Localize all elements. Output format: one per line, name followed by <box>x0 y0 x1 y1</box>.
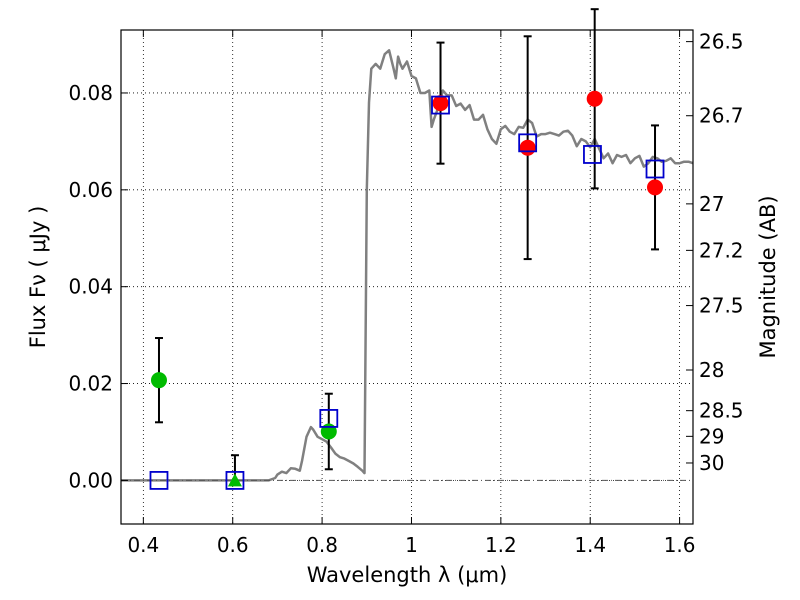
data-point <box>586 90 603 107</box>
right-axis-label: Magnitude (AB) <box>756 195 780 358</box>
right-tick-label: 29 <box>699 424 724 448</box>
y-axis-label: Flux Fν ( μJy ) <box>26 206 50 349</box>
right-tick-label: 30 <box>699 451 724 475</box>
data-point <box>150 372 167 389</box>
error-bars <box>154 8 660 481</box>
x-tick-label: 1 <box>405 533 418 557</box>
tick-labels: 0.4 0.6 0.8 1 1.2 1.4 1.6 0.00 0.02 0.04 0.06 0.08 2… <box>68 30 743 557</box>
upper-limit-marker <box>227 473 242 487</box>
x-tick-label: 1.4 <box>574 533 606 557</box>
y-tick-label: 0.04 <box>68 275 113 299</box>
data-markers <box>149 90 665 490</box>
model-spectrum <box>121 49 694 482</box>
right-tick-label: 26.7 <box>699 104 744 128</box>
right-tick-label: 27 <box>699 192 724 216</box>
model-photometry-point <box>645 159 665 179</box>
data-point <box>519 139 536 156</box>
model-spectrum-line <box>121 49 694 482</box>
plot-frame <box>120 29 694 525</box>
grid-lines <box>121 30 693 524</box>
model-photometry-point <box>431 95 450 115</box>
y-tick-label: 0.06 <box>68 178 113 202</box>
right-tick-label: 27.2 <box>699 238 744 262</box>
model-photometry-point <box>583 145 602 164</box>
right-tick-label: 26.5 <box>699 30 744 54</box>
x-tick-label: 0.6 <box>217 533 249 557</box>
right-tick-label: 28 <box>699 358 724 382</box>
model-photometry-point <box>319 409 339 428</box>
axis-ticks <box>121 30 693 524</box>
x-tick-label: 1.6 <box>664 533 696 557</box>
y-tick-label: 0.02 <box>68 372 113 396</box>
data-point <box>432 95 449 112</box>
x-tick-label: 0.4 <box>127 533 159 557</box>
right-tick-label: 27.5 <box>699 294 744 318</box>
right-tick-label: 28.5 <box>699 399 744 423</box>
data-point <box>647 179 664 196</box>
model-photometry-point <box>518 133 538 153</box>
y-tick-label: 0.08 <box>68 81 113 105</box>
y-tick-label: 0.00 <box>68 468 113 492</box>
model-photometry-point <box>149 471 169 490</box>
model-photometry-point <box>225 471 245 490</box>
x-axis-label: Wavelength λ (μm) <box>307 563 508 587</box>
x-tick-label: 1.2 <box>485 533 517 557</box>
x-tick-label: 0.8 <box>306 533 338 557</box>
